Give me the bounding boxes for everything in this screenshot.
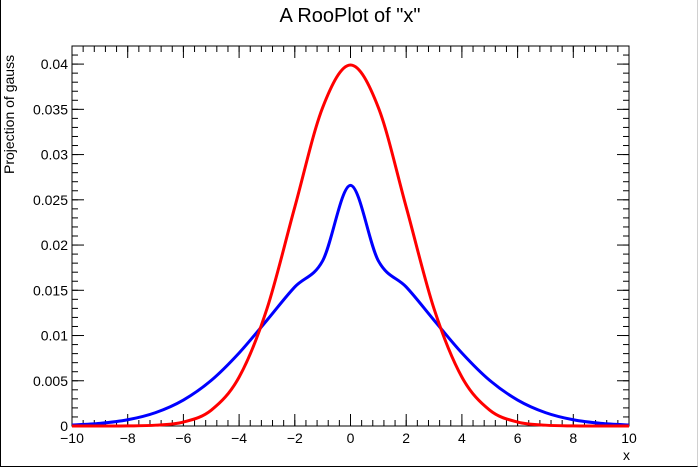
chart-title: A RooPlot of "x": [280, 5, 421, 27]
plot-axes: −10 −8 −6 −4 −2 0 2 4 6 8 10 0 0.005 0.01 0.015 0.02 0.0…: [33, 45, 637, 446]
x-tick-label: −10: [60, 430, 84, 446]
x-tick-label: 0: [347, 430, 355, 446]
x-tick-label: −8: [120, 430, 136, 446]
series-line-1: [71, 63, 630, 428]
x-tick-label: −4: [231, 430, 247, 446]
y-tick-label: 0: [60, 418, 68, 434]
x-tick-label: −2: [287, 430, 303, 446]
y-tick-label: 0.04: [41, 56, 68, 72]
x-tick-label: 2: [402, 430, 410, 446]
y-tick-label: 0.005: [33, 373, 68, 389]
x-tick-label: −6: [175, 430, 191, 446]
x-tick-label: 10: [621, 430, 637, 446]
y-tick-label: 0.01: [41, 328, 68, 344]
series-line-0: [71, 183, 630, 427]
plot-curves: [71, 63, 630, 428]
x-tick-label: 4: [458, 430, 466, 446]
plot-frame: [71, 45, 630, 427]
x-axis-label: x: [623, 447, 630, 463]
x-tick-label: 6: [514, 430, 522, 446]
x-tick-label: 8: [569, 430, 577, 446]
y-tick-label: 0.015: [33, 282, 68, 298]
y-tick-label: 0.02: [41, 237, 68, 253]
y-tick-label: 0.025: [33, 192, 68, 208]
y-axis-label: Projection of gauss: [1, 55, 17, 174]
y-tick-label: 0.03: [41, 147, 68, 163]
y-tick-label: 0.035: [33, 101, 68, 117]
